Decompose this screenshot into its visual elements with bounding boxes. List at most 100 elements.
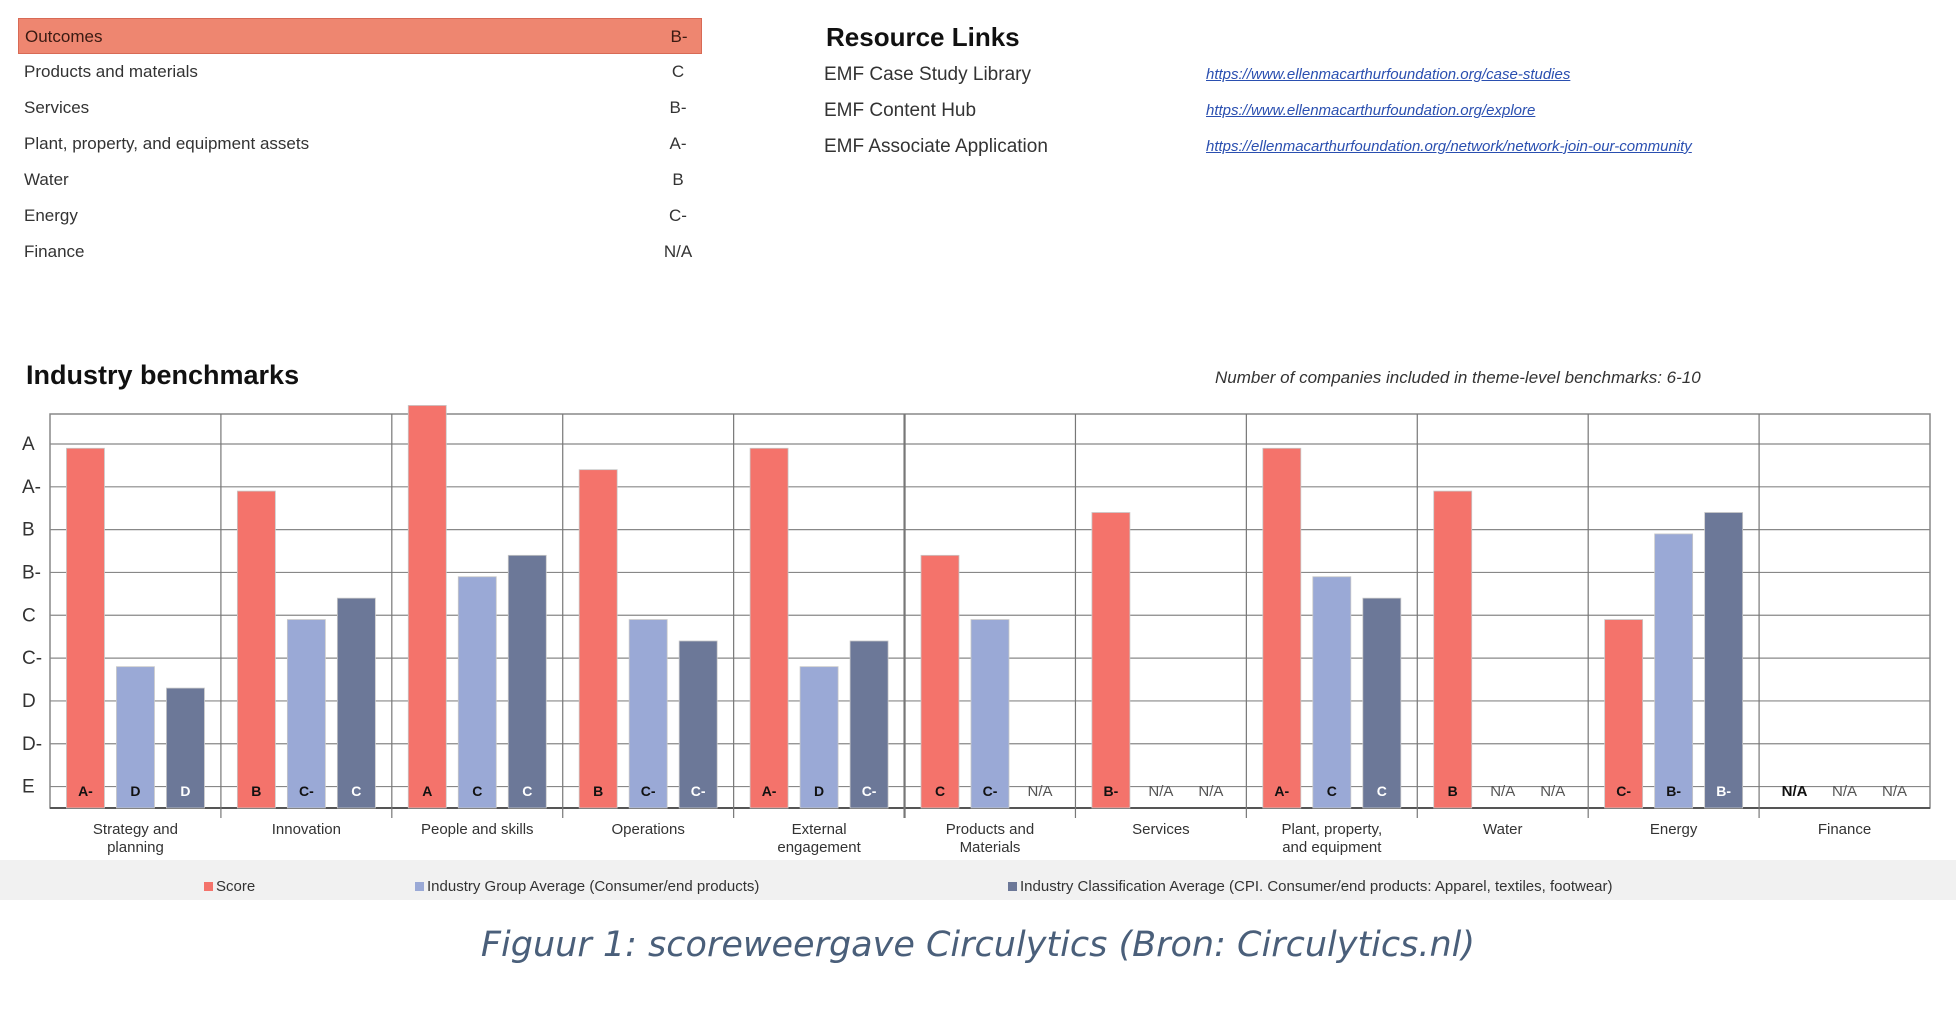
bar-value-label: A <box>422 783 432 799</box>
bar-value-label: N/A <box>1027 783 1052 800</box>
bar-class-avg <box>336 597 376 809</box>
outcome-label: Finance <box>24 242 85 261</box>
industry-benchmarks-chart: E D- D C- C B- B A- A A- D D Strategy and planning B C-… <box>22 405 1931 860</box>
outcome-grade: B- <box>669 98 687 117</box>
figure-caption: Figuur 1: scoreweergave Circulytics (Bro… <box>480 925 1476 965</box>
outcomes-header-row: Outcomes B- <box>18 18 702 54</box>
industry-benchmarks-title: Industry benchmarks <box>26 360 300 390</box>
resource-label: EMF Associate Application <box>824 136 1048 157</box>
bar-score <box>749 447 789 809</box>
legend-swatch <box>1008 882 1017 891</box>
outcome-label: Water <box>24 170 69 189</box>
bar-value-label: C- <box>1616 783 1631 799</box>
legend-swatch <box>415 882 424 891</box>
outcome-label: Services <box>24 98 90 117</box>
outcome-label: Products and materials <box>24 62 198 81</box>
bar-score <box>1262 447 1302 809</box>
bar-score <box>578 469 618 809</box>
bar-class-avg <box>678 640 718 809</box>
bar-class-avg <box>166 687 205 809</box>
legend-label: Industry Group Average (Consumer/end pro… <box>427 878 760 895</box>
y-tick-label: C <box>22 605 36 626</box>
resource-link[interactable]: https://www.ellenmacarthurfoundation.org… <box>1206 66 1571 83</box>
outcomes-row: Water B <box>18 162 702 198</box>
bar-value-label: N/A <box>1782 783 1808 800</box>
bar-value-label: A- <box>1274 783 1289 799</box>
bar-value-label: C- <box>983 783 998 799</box>
bar-value-label: C <box>472 783 482 799</box>
outcome-grade: B- <box>670 27 688 46</box>
bar-score <box>1091 512 1131 809</box>
bar-group-avg <box>628 619 668 809</box>
bar-value-label: D <box>130 783 140 799</box>
bar-value-label: C- <box>691 783 706 799</box>
bar-value-label: N/A <box>1882 783 1907 800</box>
resource-link[interactable]: https://www.ellenmacarthurfoundation.org… <box>1206 102 1536 119</box>
bar-group-avg <box>970 619 1010 809</box>
bar-value-label: C- <box>862 783 877 799</box>
bar-value-label: C <box>935 783 945 799</box>
legend-label: Industry Classification Average (CPI. Co… <box>1020 878 1613 895</box>
legend-band <box>0 860 1956 900</box>
bar-group-avg <box>286 619 326 809</box>
bar-value-label: A- <box>78 783 93 799</box>
resource-label: EMF Content Hub <box>824 100 977 121</box>
benchmarks-note: Number of companies included in theme-le… <box>1215 368 1701 387</box>
outcome-grade: A- <box>669 134 687 153</box>
bar-value-label: B <box>251 783 261 799</box>
bar-value-label: N/A <box>1148 783 1173 800</box>
x-category-label: Energy <box>1650 821 1698 838</box>
y-tick-label: D <box>22 691 36 712</box>
bar-value-label: N/A <box>1490 783 1515 800</box>
bar-value-label: B <box>593 783 603 799</box>
bar-group-avg <box>116 666 155 809</box>
bar-score <box>1604 619 1644 809</box>
bar-group-avg <box>1654 533 1694 809</box>
x-category-label: Innovation <box>272 821 341 838</box>
outcomes-row: Finance N/A <box>18 234 702 270</box>
x-category-label: Finance <box>1818 821 1871 838</box>
x-category-label: Products and Materials <box>946 821 1034 856</box>
bar-group-avg <box>457 576 497 809</box>
resource-links-title: Resource Links <box>826 22 1020 52</box>
legend-swatch <box>204 882 213 891</box>
x-category-label: Operations <box>611 821 684 838</box>
bar-value-label: C <box>522 783 532 799</box>
bar-value-label: B- <box>1104 783 1119 799</box>
legend-item: Industry Classification Average (CPI. Co… <box>1008 878 1613 895</box>
bar-value-label: N/A <box>1832 783 1857 800</box>
bar-score <box>407 405 447 809</box>
bar-value-label: A- <box>762 783 777 799</box>
y-tick-label: D- <box>22 734 42 755</box>
outcome-label: Outcomes <box>25 27 103 46</box>
outcomes-row: Energy C- <box>18 198 702 234</box>
outcome-grade: B <box>672 170 684 189</box>
bar-value-label: D <box>814 783 824 799</box>
outcomes-row: Services B- <box>18 90 702 126</box>
outcome-grade: N/A <box>663 242 693 261</box>
legend-item: Score <box>204 878 255 895</box>
x-category-label: Water <box>1483 821 1522 838</box>
resource-link[interactable]: https://ellenmacarthurfoundation.org/net… <box>1206 138 1692 155</box>
x-category-label: External engagement <box>777 821 861 856</box>
bar-score <box>66 447 105 809</box>
y-tick-label: C- <box>22 648 42 669</box>
bar-value-label: B- <box>1666 783 1681 799</box>
bar-value-label: C- <box>641 783 656 799</box>
bar-score <box>1433 490 1473 809</box>
bar-value-label: D <box>180 783 190 799</box>
y-tick-label: A- <box>22 477 41 498</box>
bar-value-label: N/A <box>1198 783 1223 800</box>
bar-value-label: N/A <box>1540 783 1565 800</box>
bar-value-label: C- <box>299 783 314 799</box>
bar-value-label: B- <box>1716 783 1731 799</box>
outcomes-row: Plant, property, and equipment assets A- <box>18 126 702 162</box>
outcome-label: Energy <box>24 206 78 225</box>
outcomes-row: Products and materials C <box>18 54 702 90</box>
legend-label: Score <box>216 878 256 895</box>
bar-score <box>920 554 960 809</box>
outcome-grade: C- <box>669 206 687 225</box>
y-tick-label: B <box>22 520 35 541</box>
bar-group-avg <box>1312 576 1352 809</box>
